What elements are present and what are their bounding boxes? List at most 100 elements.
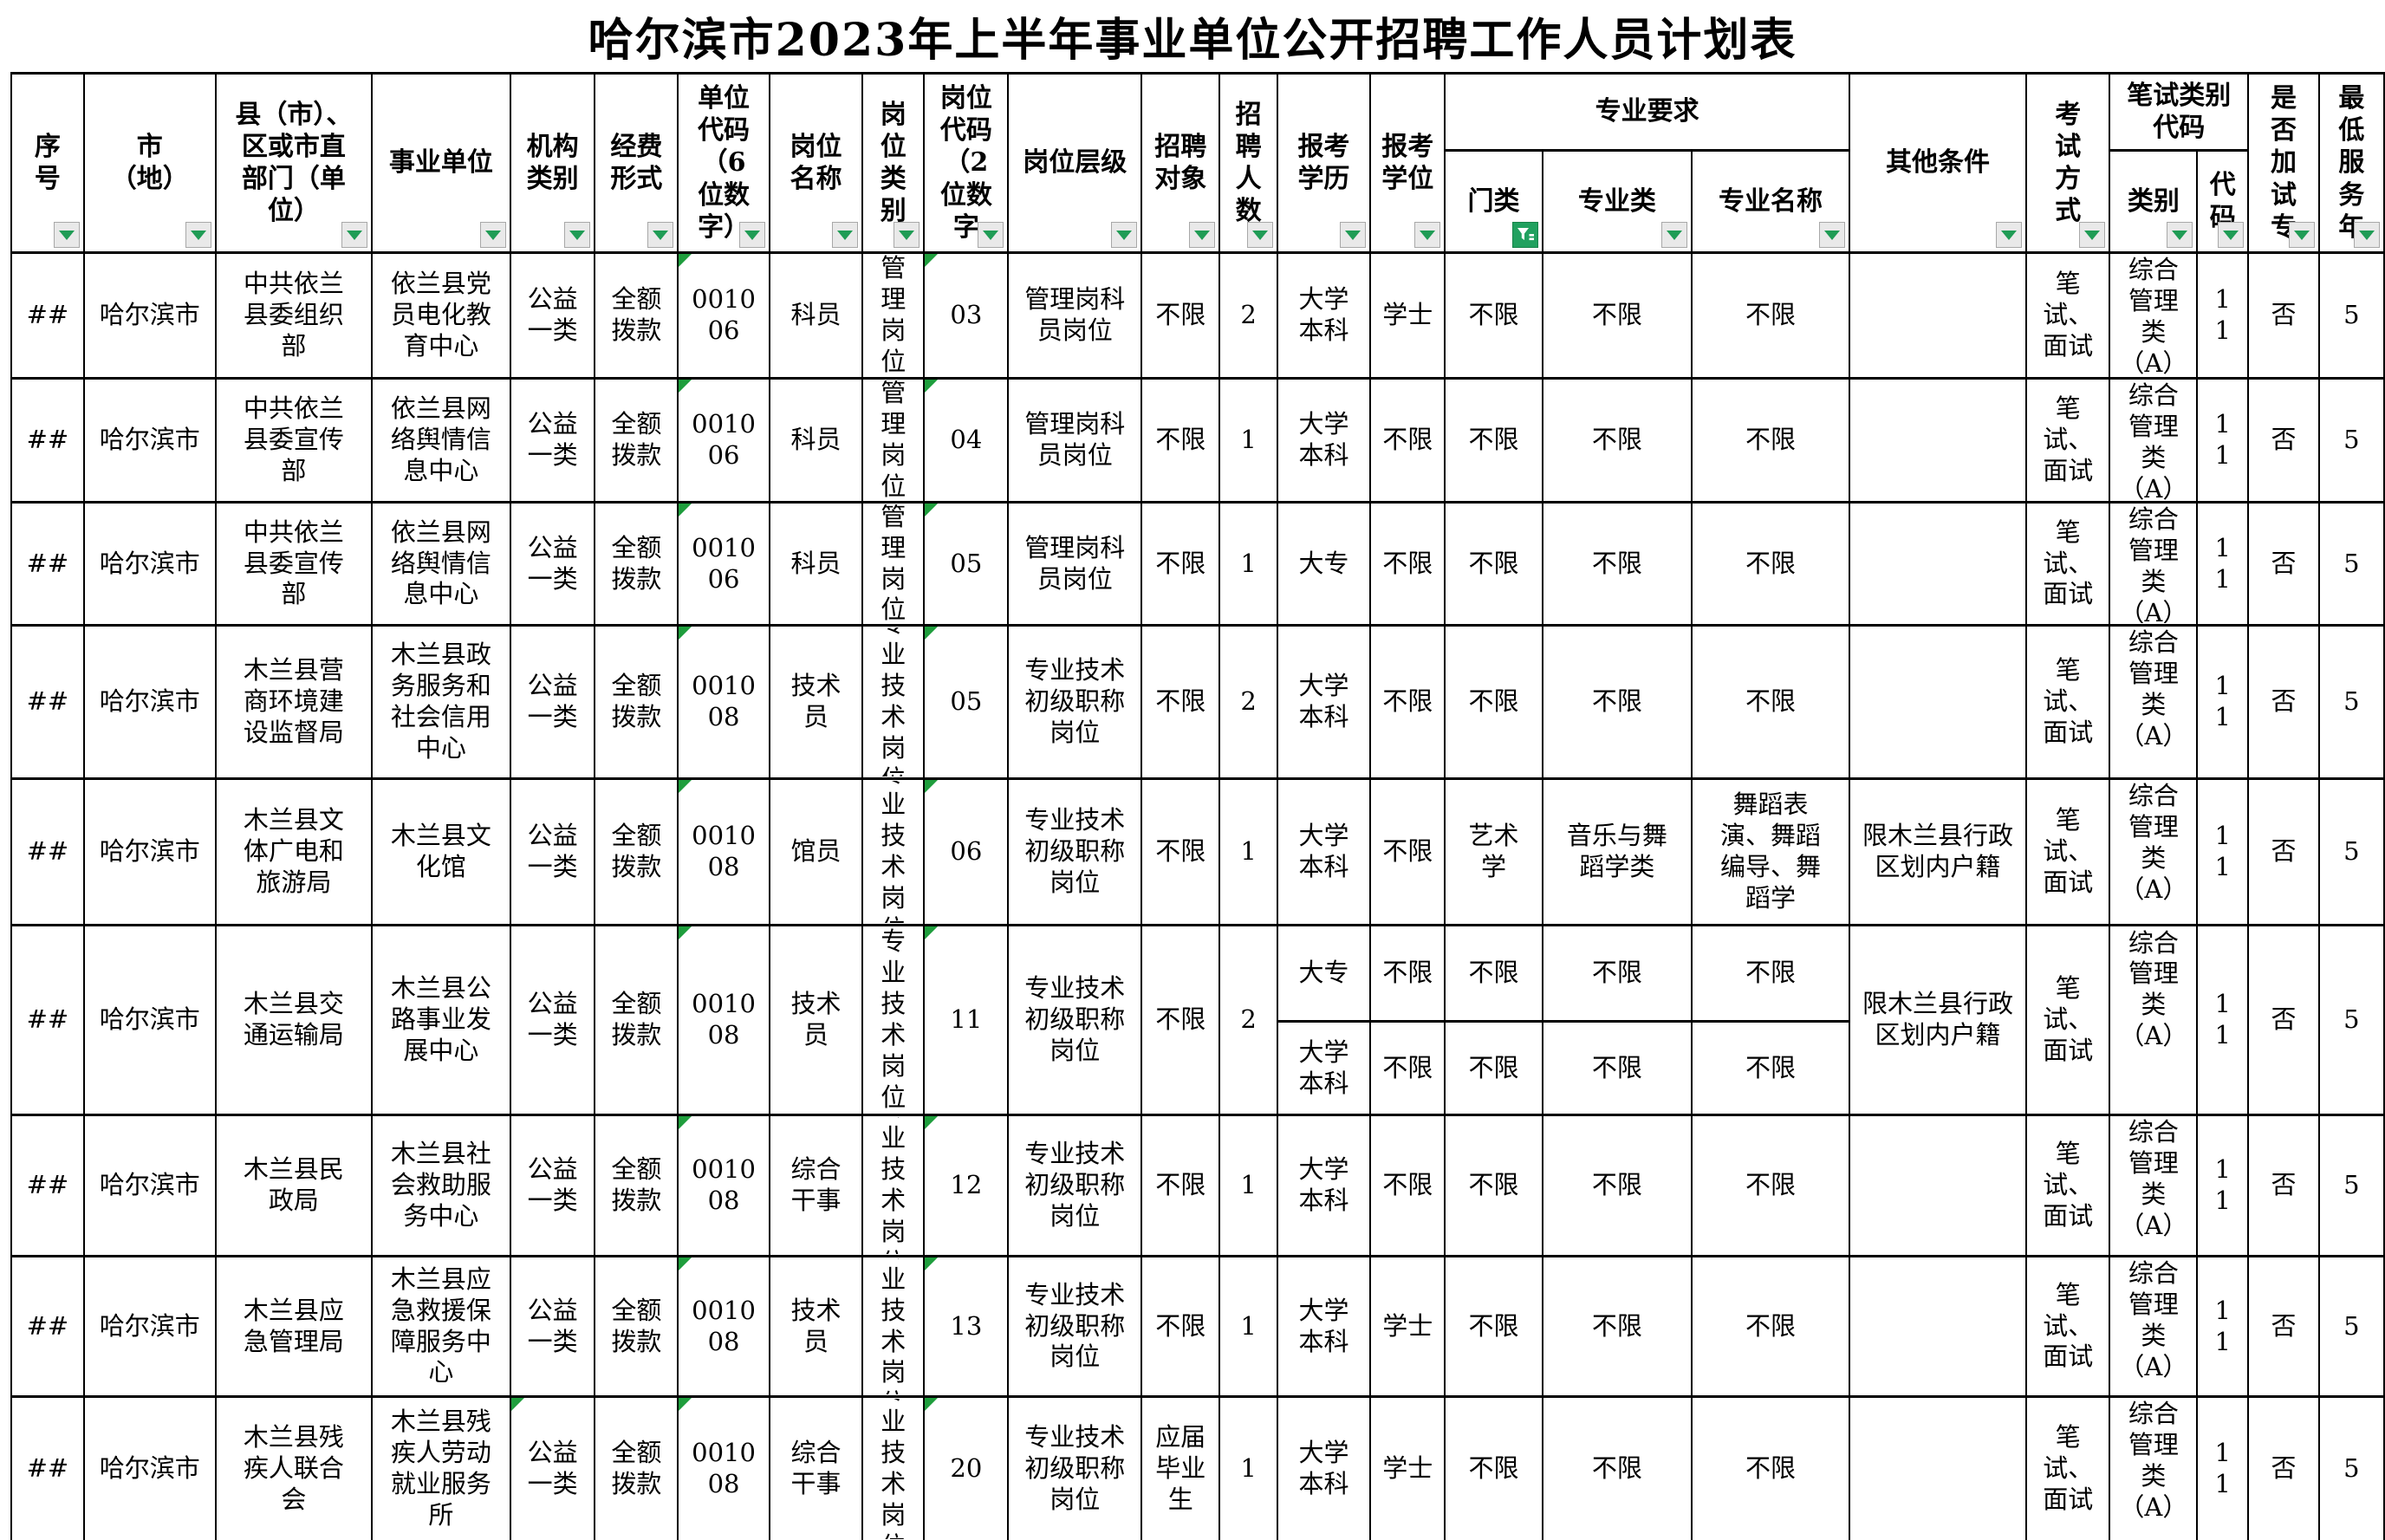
column-header-zymc[interactable]: 专业名称 xyxy=(1691,149,1850,254)
cell-r5-bsdm[interactable]: 11 xyxy=(2196,777,2250,926)
cell-r4-zpdx[interactable]: 不限 xyxy=(1141,624,1221,780)
cell-r5-gwdm[interactable]: 06 xyxy=(923,777,1010,926)
column-header-ksfs[interactable]: 考试方式 xyxy=(2025,72,2111,254)
cell-r7-xuhao[interactable]: ## xyxy=(10,1114,85,1257)
cell-r4-sfjs[interactable]: 否 xyxy=(2247,624,2320,780)
cell-r8-jingfei[interactable]: 全额拨款 xyxy=(594,1255,679,1398)
cell-r4-bkxl[interactable]: 大学本科 xyxy=(1276,624,1372,780)
cell-r2-bslb[interactable]: 综合管理类（A） xyxy=(2109,377,2199,504)
cell-r6-xian[interactable]: 木兰县交通运输局 xyxy=(214,924,374,1116)
cell-r3-gwlb[interactable]: 管理岗位 xyxy=(861,501,926,627)
cell-r6-shiye[interactable]: 木兰县公路事业发展中心 xyxy=(371,924,511,1116)
cell-r1-bkxw[interactable]: 学士 xyxy=(1369,251,1446,380)
cell-r5-dwdm[interactable]: 001008 xyxy=(677,777,770,926)
cell-r3-shi[interactable]: 哈尔滨市 xyxy=(82,501,217,627)
cell-r6-zpdx[interactable]: 不限 xyxy=(1141,924,1221,1116)
cell-r9-bkxw[interactable]: 学士 xyxy=(1369,1395,1446,1540)
active-filter-button-menlei[interactable] xyxy=(1511,222,1538,248)
cell-r7-gwcj[interactable]: 专业技术初级职称岗位 xyxy=(1007,1114,1143,1257)
cell-r2-qttj[interactable] xyxy=(1848,377,2028,504)
cell-r7-zymc[interactable]: 不限 xyxy=(1691,1114,1850,1257)
cell-r9-sfjs[interactable]: 否 xyxy=(2247,1395,2320,1540)
cell-r6-menlei[interactable]: 不限 xyxy=(1444,924,1543,1023)
filter-button-bslb[interactable] xyxy=(2167,222,2193,248)
cell-r1-gwmc[interactable]: 科员 xyxy=(768,251,864,380)
cell-r7-zpdx[interactable]: 不限 xyxy=(1141,1114,1221,1257)
cell-r1-zdfwn[interactable]: 5 xyxy=(2317,251,2385,380)
column-header-gwlb[interactable]: 岗位类别 xyxy=(861,72,926,254)
cell-r3-menlei[interactable]: 不限 xyxy=(1444,501,1543,627)
cell-r2-xuhao[interactable]: ## xyxy=(10,377,85,504)
cell-r9-xian[interactable]: 木兰县残疾人联合会 xyxy=(214,1395,374,1540)
cell-r6-bsdm[interactable]: 11 xyxy=(2196,924,2250,1116)
column-header-zdfwn[interactable]: 最低服务年 xyxy=(2317,72,2385,254)
filter-button-zpdx[interactable] xyxy=(1189,222,1216,248)
cell-r4-gwmc[interactable]: 技术员 xyxy=(768,624,864,780)
cell-r4-zymc[interactable]: 不限 xyxy=(1691,624,1850,780)
cell-r4-shi[interactable]: 哈尔滨市 xyxy=(82,624,217,780)
cell-r5-gwmc[interactable]: 馆员 xyxy=(768,777,864,926)
cell-r6-zyl[interactable]: 不限 xyxy=(1541,1020,1693,1116)
cell-r1-zprs[interactable]: 2 xyxy=(1218,251,1278,380)
cell-r4-gwlb[interactable]: 专业技术岗位 xyxy=(861,624,926,780)
cell-r8-zprs[interactable]: 1 xyxy=(1218,1255,1278,1398)
cell-r1-xuhao[interactable]: ## xyxy=(10,251,85,380)
cell-r3-bsdm[interactable]: 11 xyxy=(2196,501,2250,627)
cell-r4-dwdm[interactable]: 001008 xyxy=(677,624,770,780)
cell-r5-xuhao[interactable]: ## xyxy=(10,777,85,926)
cell-r1-bslb[interactable]: 综合管理类（A） xyxy=(2109,251,2199,380)
cell-r8-gwmc[interactable]: 技术员 xyxy=(768,1255,864,1398)
filter-button-zdfwn[interactable] xyxy=(2354,222,2380,248)
cell-r5-zdfwn[interactable]: 5 xyxy=(2317,777,2385,926)
cell-r7-gwmc[interactable]: 综合干事 xyxy=(768,1114,864,1257)
cell-r8-gwdm[interactable]: 13 xyxy=(923,1255,1010,1398)
cell-r9-bsdm[interactable]: 11 xyxy=(2196,1395,2250,1540)
cell-r6-bkxl[interactable]: 大学本科 xyxy=(1276,1020,1372,1116)
filter-button-jigou[interactable] xyxy=(564,222,591,248)
cell-r2-sfjs[interactable]: 否 xyxy=(2247,377,2320,504)
cell-r3-shiye[interactable]: 依兰县网络舆情信息中心 xyxy=(371,501,511,627)
cell-r6-jingfei[interactable]: 全额拨款 xyxy=(594,924,679,1116)
cell-r4-jingfei[interactable]: 全额拨款 xyxy=(594,624,679,780)
cell-r7-ksfs[interactable]: 笔试、面试 xyxy=(2025,1114,2111,1257)
cell-r3-zymc[interactable]: 不限 xyxy=(1691,501,1850,627)
cell-r5-shi[interactable]: 哈尔滨市 xyxy=(82,777,217,926)
cell-r3-jingfei[interactable]: 全额拨款 xyxy=(594,501,679,627)
cell-r2-bkxl[interactable]: 大学本科 xyxy=(1276,377,1372,504)
cell-r8-sfjs[interactable]: 否 xyxy=(2247,1255,2320,1398)
cell-r9-shiye[interactable]: 木兰县残疾人劳动就业服务所 xyxy=(371,1395,511,1540)
cell-r9-shi[interactable]: 哈尔滨市 xyxy=(82,1395,217,1540)
filter-button-shi[interactable] xyxy=(185,222,211,248)
cell-r5-zprs[interactable]: 1 xyxy=(1218,777,1278,926)
cell-r9-gwcj[interactable]: 专业技术初级职称岗位 xyxy=(1007,1395,1143,1540)
cell-r5-zymc[interactable]: 舞蹈表演、舞蹈编导、舞蹈学 xyxy=(1691,777,1850,926)
cell-r2-gwlb[interactable]: 管理岗位 xyxy=(861,377,926,504)
cell-r4-zprs[interactable]: 2 xyxy=(1218,624,1278,780)
cell-r8-xian[interactable]: 木兰县应急管理局 xyxy=(214,1255,374,1398)
cell-r8-jigou[interactable]: 公益一类 xyxy=(509,1255,596,1398)
cell-r4-xian[interactable]: 木兰县营商环境建设监督局 xyxy=(214,624,374,780)
filter-button-gwlb[interactable] xyxy=(894,222,920,248)
cell-r1-gwdm[interactable]: 03 xyxy=(923,251,1010,380)
column-header-gwmc[interactable]: 岗位名称 xyxy=(768,72,864,254)
cell-r6-ksfs[interactable]: 笔试、面试 xyxy=(2025,924,2111,1116)
cell-r5-xian[interactable]: 木兰县文体广电和旅游局 xyxy=(214,777,374,926)
cell-r1-zyl[interactable]: 不限 xyxy=(1541,251,1693,380)
cell-r9-gwdm[interactable]: 20 xyxy=(923,1395,1010,1540)
column-header-dwdm[interactable]: 单位代码（6位数字） xyxy=(677,72,770,254)
cell-r1-bkxl[interactable]: 大学本科 xyxy=(1276,251,1372,380)
cell-r4-bsdm[interactable]: 11 xyxy=(2196,624,2250,780)
cell-r5-ksfs[interactable]: 笔试、面试 xyxy=(2025,777,2111,926)
cell-r8-shi[interactable]: 哈尔滨市 xyxy=(82,1255,217,1398)
cell-r1-shi[interactable]: 哈尔滨市 xyxy=(82,251,217,380)
cell-r8-bslb[interactable]: 综合管理类（A） xyxy=(2109,1255,2199,1398)
cell-r7-gwdm[interactable]: 12 xyxy=(923,1114,1010,1257)
cell-r6-qttj[interactable]: 限木兰县行政区划内户籍 xyxy=(1848,924,2028,1116)
cell-r4-qttj[interactable] xyxy=(1848,624,2028,780)
cell-r2-zprs[interactable]: 1 xyxy=(1218,377,1278,504)
cell-r3-xian[interactable]: 中共依兰县委宣传部 xyxy=(214,501,374,627)
cell-r5-bkxw[interactable]: 不限 xyxy=(1369,777,1446,926)
filter-button-gwmc[interactable] xyxy=(832,222,859,248)
cell-r2-gwcj[interactable]: 管理岗科员岗位 xyxy=(1007,377,1143,504)
cell-r8-xuhao[interactable]: ## xyxy=(10,1255,85,1398)
